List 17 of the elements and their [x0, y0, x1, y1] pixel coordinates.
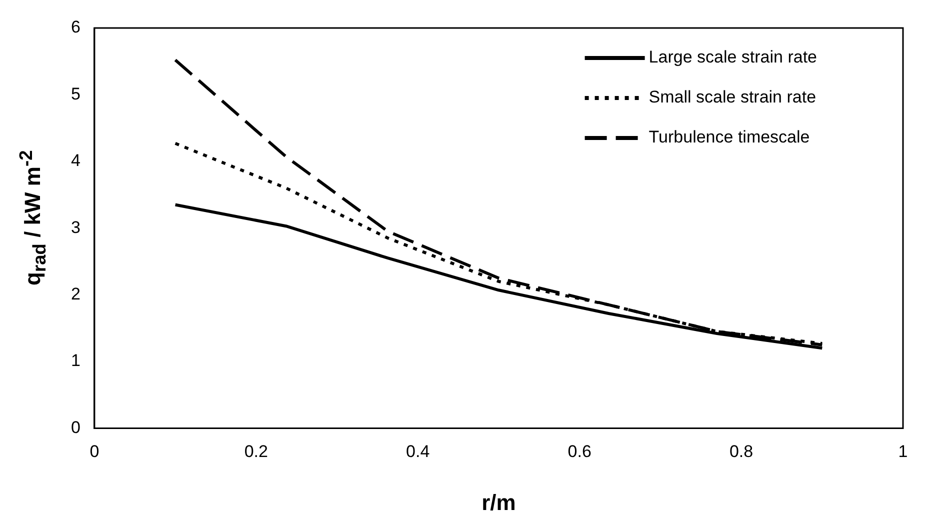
- x-tick-label: 0.8: [729, 442, 754, 462]
- x-axis-title: r/m: [482, 490, 516, 515]
- y-tick-label: 0: [70, 418, 80, 437]
- legend-label: Turbulence timescale: [648, 128, 810, 147]
- x-tick-label: 0: [90, 442, 100, 462]
- legend-label: Small scale strain rate: [648, 88, 816, 107]
- y-tick-label: 5: [70, 84, 80, 104]
- y-tick-label: 3: [70, 218, 80, 237]
- y-tick-label: 4: [70, 151, 80, 170]
- x-tick-label: 0.4: [406, 442, 430, 462]
- y-tick-label: 6: [70, 18, 80, 37]
- x-tick-label: 0.2: [244, 442, 268, 462]
- y-tick-label: 1: [70, 351, 80, 370]
- x-tick-label: 1: [898, 442, 908, 462]
- y-tick-label: 2: [70, 284, 80, 304]
- legend-label: Large scale strain rate: [648, 48, 818, 67]
- x-tick-label: 0.6: [568, 442, 592, 462]
